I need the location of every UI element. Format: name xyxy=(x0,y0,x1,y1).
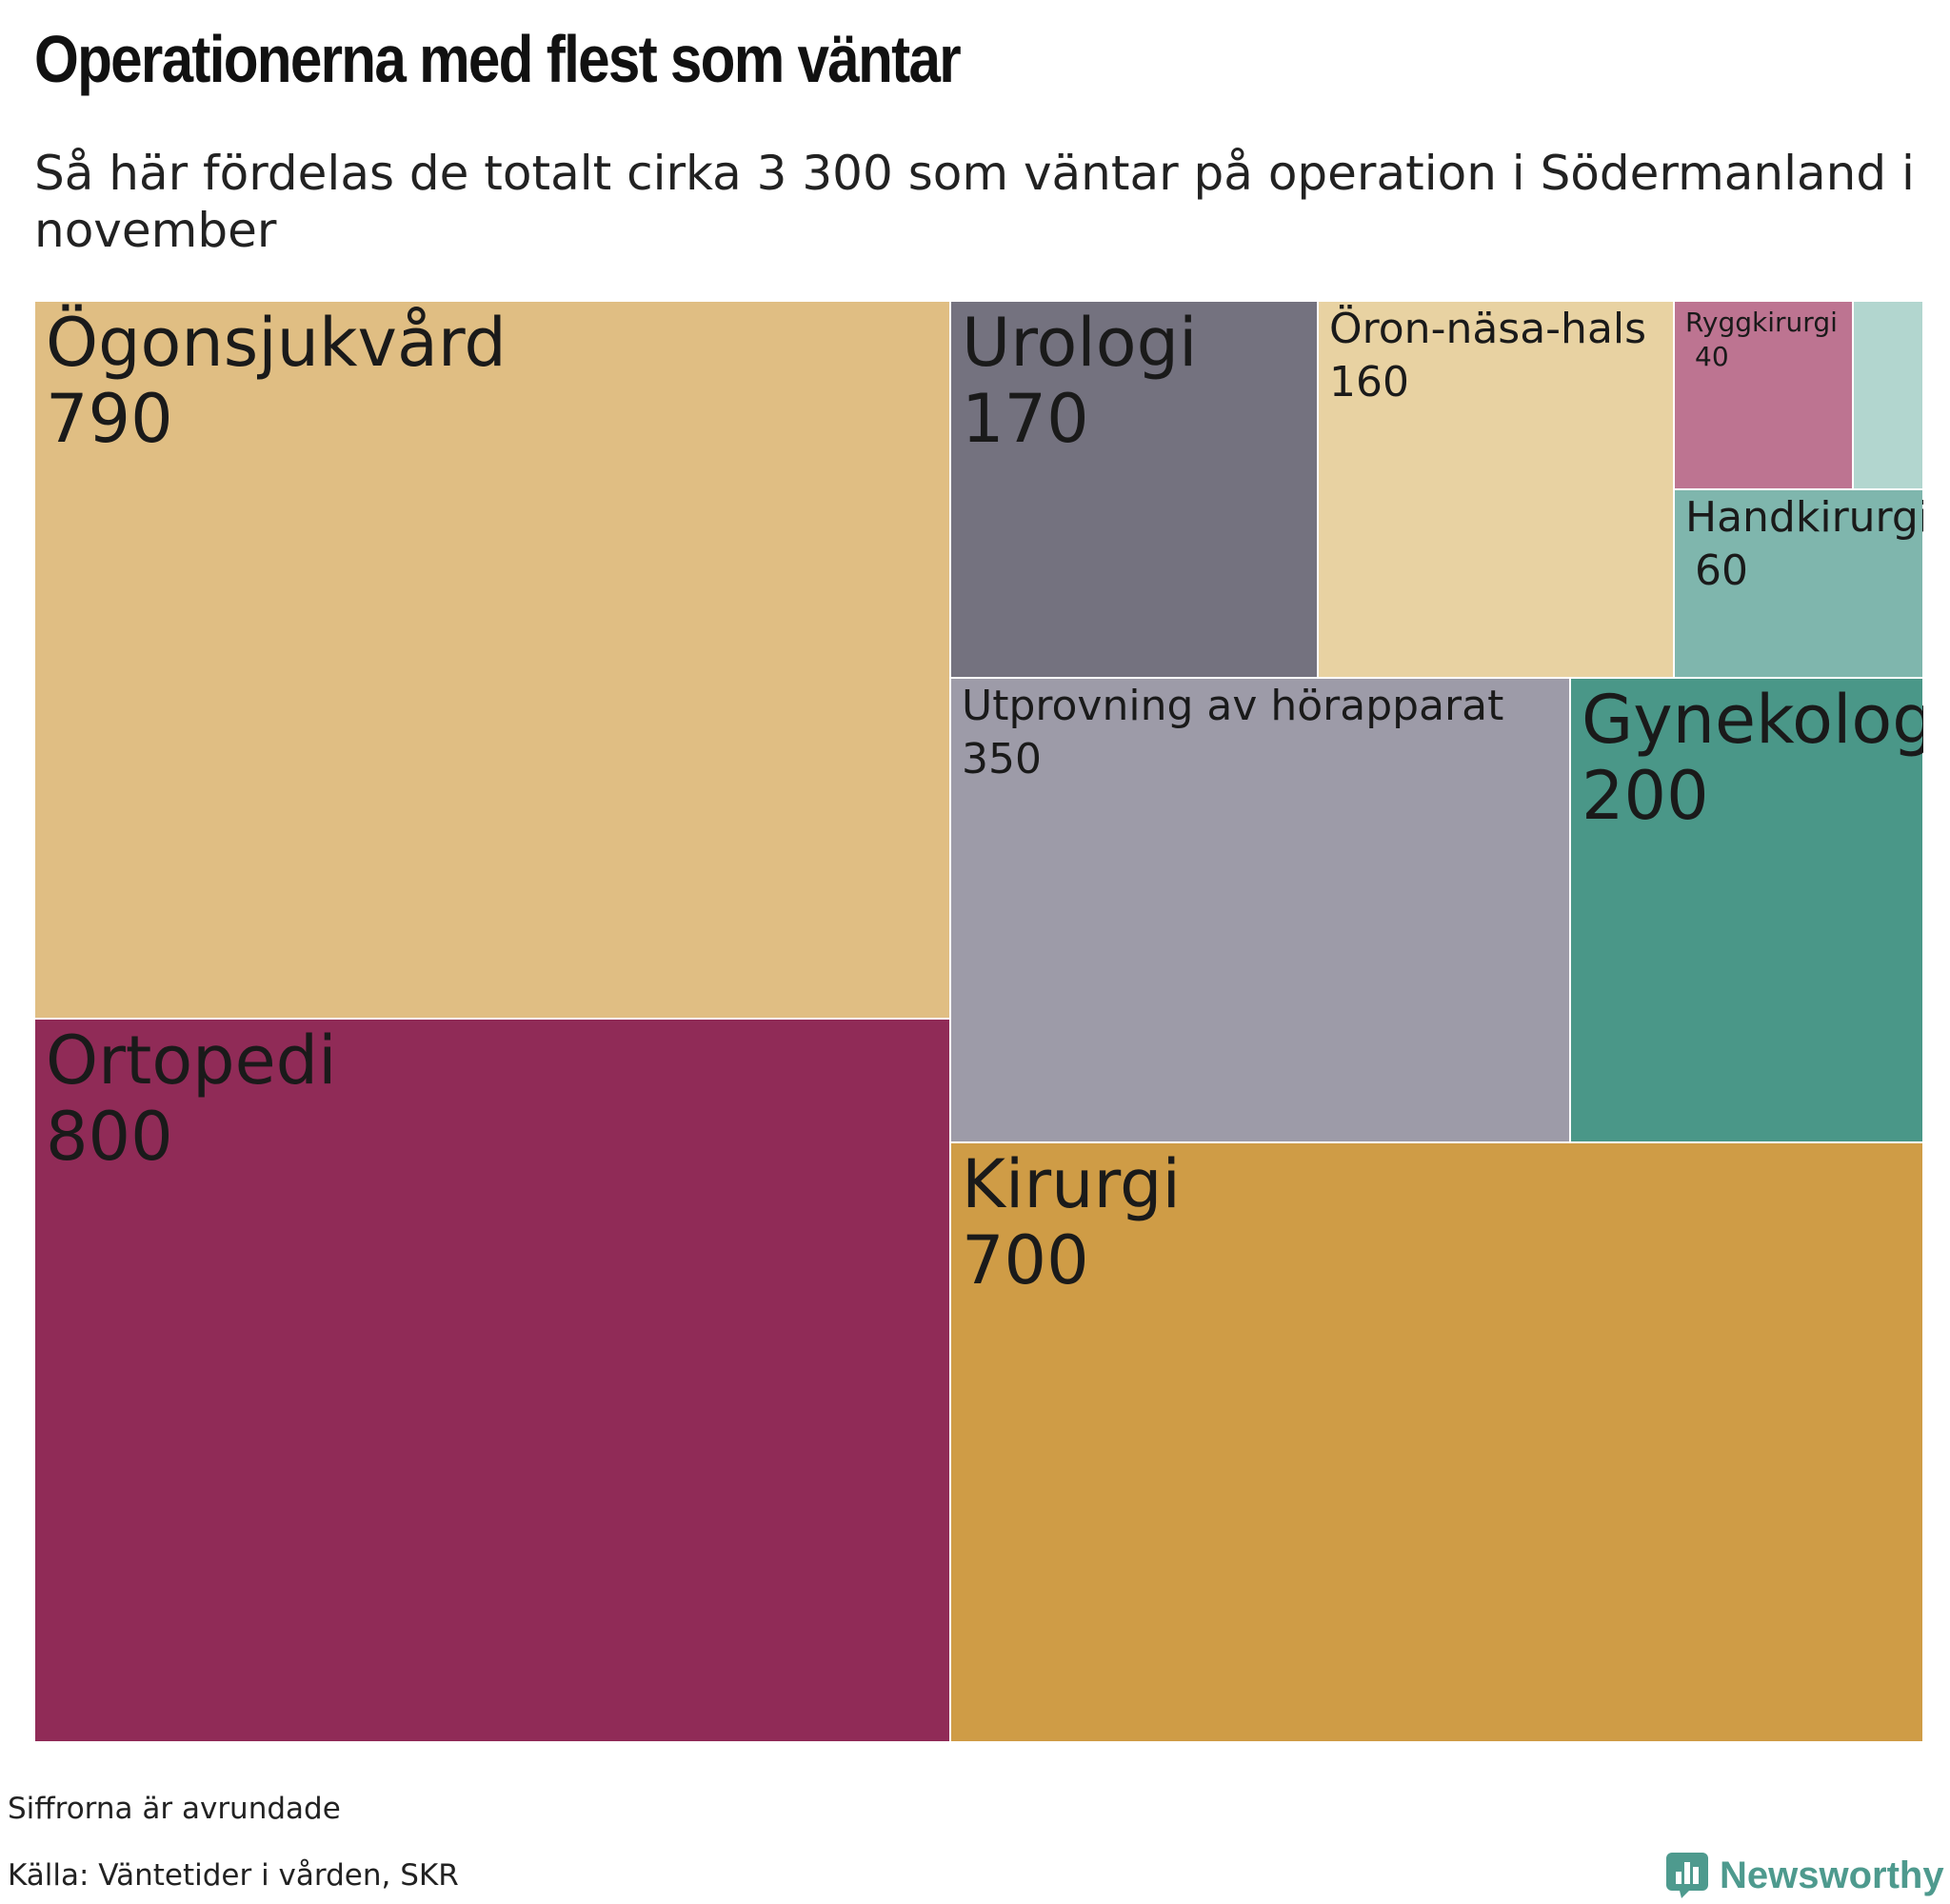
brand-name: Newsworthy xyxy=(1720,1854,1944,1896)
tile-ryggkirurgi xyxy=(1673,301,1854,490)
tile-name-kirurgi: Kirurgi xyxy=(962,1145,1181,1223)
source-note: Källa: Väntetider i vården, SKR xyxy=(8,1858,459,1893)
tile-gynekologi xyxy=(1569,677,1923,1143)
tile-name-ogonsjukvard: Ögonsjukvård xyxy=(46,304,507,382)
tile-value-gynekologi: 200 xyxy=(1582,757,1709,835)
rounding-note: Siffrorna är avrundade xyxy=(8,1792,341,1826)
tile-name-gynekologi: Gynekologi xyxy=(1582,681,1923,759)
tile-name-ortopedi: Ortopedi xyxy=(46,1021,337,1100)
tile-value-ortopedi: 800 xyxy=(46,1098,173,1176)
newsworthy-bar-chart-icon xyxy=(1666,1853,1708,1898)
tile-value-kirurgi: 700 xyxy=(962,1221,1089,1299)
tile-value-utprovning-av-horapparat: 350 xyxy=(962,735,1042,783)
tile-name-handkirurgi: Handkirurgi xyxy=(1685,493,1923,542)
tile-kirurgi xyxy=(949,1141,1923,1742)
tile-value-oron-nasa-hals: 160 xyxy=(1329,358,1409,407)
tile-utprovning-av-horapparat xyxy=(949,677,1571,1143)
tile-handkirurgi xyxy=(1673,488,1923,679)
tile-oron-nasa-hals xyxy=(1317,301,1675,679)
tile-name-ryggkirurgi: Ryggkirurgi xyxy=(1685,307,1838,338)
tile-name-oron-nasa-hals: Öron-näsa-hals xyxy=(1329,304,1646,353)
tile-value-ryggkirurgi: 40 xyxy=(1695,341,1729,372)
tile-value-urologi: 170 xyxy=(962,380,1089,458)
tile-value-handkirurgi: 60 xyxy=(1695,546,1748,595)
chart-subtitle: Så här fördelas de totalt cirka 3 300 so… xyxy=(34,146,1915,258)
tile-name-urologi: Urologi xyxy=(962,304,1197,382)
tile-ovrigt xyxy=(1852,301,1923,490)
tile-value-ogonsjukvard: 790 xyxy=(46,380,173,458)
newsworthy-logo: Newsworthy xyxy=(1666,1853,1944,1898)
tile-ogonsjukvard xyxy=(34,301,951,1020)
chart-title: Operationerna med flest som väntar xyxy=(34,22,962,96)
tile-name-utprovning-av-horapparat: Utprovning av hörapparat xyxy=(962,682,1503,730)
tile-ortopedi xyxy=(34,1018,951,1742)
